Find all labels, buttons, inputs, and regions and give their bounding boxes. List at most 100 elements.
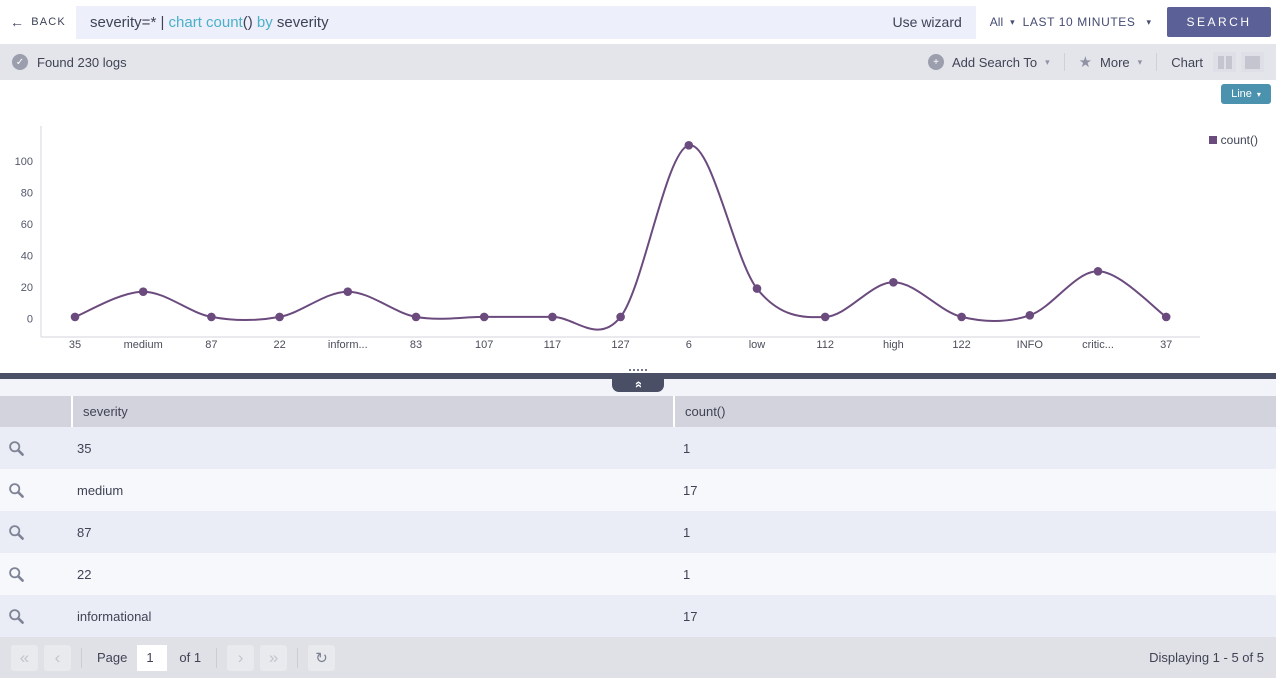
footer-separator [81, 647, 82, 668]
table-row[interactable]: medium 17 [0, 469, 1276, 511]
collapse-panel-button[interactable]: » [612, 377, 664, 392]
scope-dropdown[interactable]: All ▾ [990, 15, 1015, 29]
data-point[interactable] [479, 312, 489, 322]
severity-cell: 22 [77, 566, 92, 582]
chart-panel: 0 20 40 60 80 100 35 medium 87 22 inform... 83 107 11… [0, 80, 1276, 373]
x-tick-label: 117 [544, 339, 562, 351]
table-row[interactable]: informational 17 [0, 595, 1276, 637]
status-text: Found 230 logs [37, 54, 127, 70]
table-header-severity[interactable]: severity [73, 396, 673, 427]
data-point[interactable] [752, 284, 762, 293]
time-range-dropdown[interactable]: LAST 10 MINUTES ▾ [1023, 15, 1151, 29]
page-label: Page [97, 650, 128, 665]
chevron-down-icon: ▾ [1256, 89, 1261, 99]
data-point[interactable] [343, 287, 353, 296]
y-tick-label: 40 [21, 251, 33, 263]
split-view-button[interactable] [1213, 52, 1236, 72]
x-tick-label: high [883, 339, 904, 351]
chart-type-value: Line [1231, 88, 1252, 100]
query-token: severity [272, 13, 329, 31]
data-point[interactable] [138, 287, 148, 296]
table-header: severity count() [0, 396, 1276, 427]
search-input[interactable]: severity=* | chart count() by severity U… [76, 5, 976, 39]
view-toggle [1213, 52, 1264, 72]
time-range-value: LAST 10 MINUTES [1022, 15, 1136, 29]
back-label: BACK [31, 16, 66, 28]
y-tick-label: 80 [21, 188, 33, 200]
table-header-icon-column [0, 396, 71, 427]
inspect-row-button[interactable] [0, 608, 71, 625]
y-tick-label: 0 [27, 314, 33, 326]
severity-cell: informational [77, 608, 152, 624]
data-point[interactable] [411, 312, 421, 322]
inspect-row-button[interactable] [0, 440, 71, 457]
back-arrow-icon: ← [10, 14, 26, 30]
table-row[interactable]: 87 1 [0, 511, 1276, 553]
page-number-input[interactable] [137, 644, 168, 671]
data-point[interactable] [1093, 267, 1103, 276]
search-button[interactable]: SEARCH [1167, 7, 1271, 37]
table-row[interactable]: 35 1 [0, 427, 1276, 469]
query-token: severity=* | [90, 13, 169, 31]
data-point[interactable] [957, 312, 966, 322]
back-button[interactable]: ← BACK [0, 15, 76, 29]
data-point[interactable] [275, 312, 284, 322]
next-page-button[interactable]: › [227, 644, 255, 671]
split-view-icon [1217, 55, 1224, 69]
prev-page-button[interactable]: ‹ [44, 644, 71, 671]
inspect-row-button[interactable] [0, 482, 71, 499]
y-tick-label: 100 [15, 156, 33, 168]
legend-label: count() [1220, 133, 1258, 147]
refresh-button[interactable]: ↻ [308, 644, 336, 671]
x-tick-label: 122 [952, 339, 970, 351]
more-button[interactable]: ★ More ▾ [1079, 53, 1143, 71]
full-view-button[interactable] [1241, 52, 1264, 72]
table-row[interactable]: 22 1 [0, 553, 1276, 595]
full-view-icon [1245, 55, 1260, 69]
query-token: chart count [168, 13, 243, 31]
query-token: by [256, 13, 273, 31]
data-point[interactable] [684, 141, 694, 150]
chevron-down-icon: ▾ [1045, 56, 1050, 67]
data-point[interactable] [1025, 311, 1035, 320]
chart-type-dropdown[interactable]: Line ▾ [1221, 84, 1271, 104]
x-tick-label: critic... [1082, 339, 1114, 351]
magnifier-icon [9, 482, 24, 498]
toolbar-separator [1063, 53, 1065, 71]
check-icon: ✓ [12, 54, 28, 70]
y-tick-label: 60 [21, 219, 33, 231]
data-point[interactable] [889, 278, 898, 287]
top-search-bar: ← BACK severity=* | chart count() by sev… [0, 0, 1276, 44]
magnifier-icon [9, 566, 24, 582]
panel-splitter[interactable]: » [0, 369, 1276, 392]
status-toolbar: ✓ Found 230 logs + Add Search To ▾ ★ Mor… [0, 44, 1276, 80]
chevron-down-icon: ▾ [1137, 56, 1143, 67]
magnifier-icon [9, 608, 24, 624]
data-point[interactable] [820, 312, 830, 322]
data-point[interactable] [616, 312, 625, 322]
double-chevron-up-icon: » [630, 380, 646, 389]
data-point[interactable] [207, 312, 216, 322]
x-tick-label: 83 [410, 339, 422, 351]
add-search-to-button[interactable]: + Add Search To ▾ [928, 54, 1050, 70]
plus-icon: + [928, 54, 945, 70]
search-query-text: severity=* | chart count() by severity [90, 14, 881, 31]
x-tick-label: 112 [816, 339, 834, 351]
x-tick-label: 107 [475, 339, 493, 351]
data-point[interactable] [1161, 312, 1171, 322]
x-tick-label: 87 [205, 339, 217, 351]
last-page-button[interactable]: » [260, 644, 288, 671]
data-point[interactable] [70, 312, 80, 322]
footer-separator [297, 647, 299, 668]
x-tick-label: low [749, 339, 766, 351]
table-header-count[interactable]: count() [675, 396, 1276, 427]
x-tick-label: inform... [328, 339, 368, 351]
toolbar-actions: + Add Search To ▾ ★ More ▾ Chart [928, 52, 1264, 72]
table-footer: « ‹ Page of 1 › » ↻ Displaying 1 - 5 of … [0, 637, 1276, 678]
first-page-button[interactable]: « [11, 644, 38, 671]
x-tick-label: INFO [1017, 339, 1044, 351]
inspect-row-button[interactable] [0, 566, 71, 583]
use-wizard-link[interactable]: Use wizard [892, 14, 962, 30]
inspect-row-button[interactable] [0, 524, 71, 541]
data-point[interactable] [548, 312, 557, 322]
